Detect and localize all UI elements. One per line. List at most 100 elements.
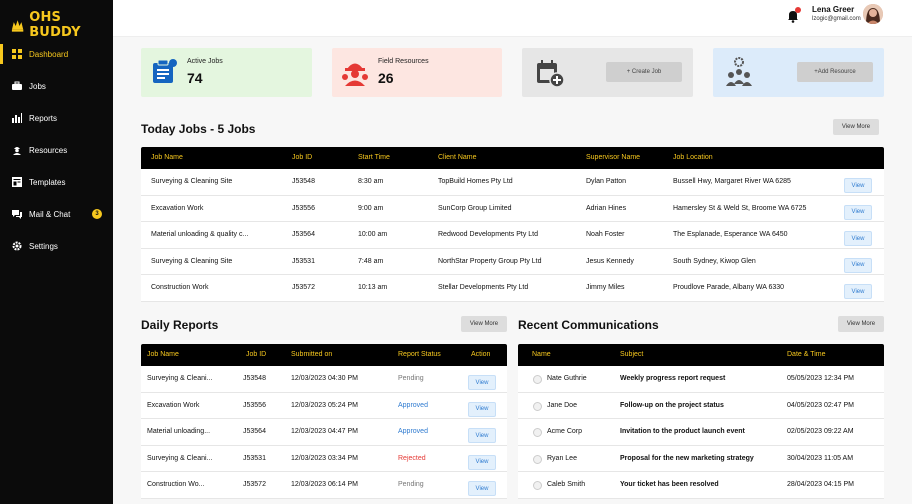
column-header: Submitted on — [291, 351, 333, 358]
table-cell: J53556 — [243, 401, 266, 409]
table-header: Job Name Job ID Start Time Client Name S… — [141, 147, 884, 169]
table-cell: Material unloading & quality c... — [151, 231, 249, 239]
sidebar-item-reports[interactable]: Reports — [0, 108, 113, 128]
table-header: Name Subject Date & Time — [518, 344, 884, 366]
table-row[interactable]: Ryan Lee Proposal for the new marketing s… — [518, 446, 884, 473]
table-row: Surveying & Cleani... J53548 12/03/2023 04… — [141, 366, 507, 393]
table-cell: Jesus Kennedy — [586, 257, 634, 265]
table-cell: J53548 — [243, 375, 266, 382]
table-cell: Material unloading... — [147, 428, 211, 436]
chat-icon — [11, 209, 22, 220]
table-cell: J53531 — [292, 257, 315, 265]
column-header: Job Name — [147, 351, 179, 358]
gear-icon — [11, 241, 22, 252]
table-cell: 04/05/2023 02:47 PM — [787, 401, 854, 409]
column-header: Job ID — [292, 154, 313, 161]
table-cell: J53572 — [243, 481, 266, 489]
person-icon — [533, 454, 542, 464]
table-cell: Nate Guthrie — [547, 375, 587, 382]
table-row[interactable]: Nate Guthrie Weekly progress report reque… — [518, 366, 884, 393]
user-email: lzogic@gmail.com — [812, 16, 861, 22]
today-jobs-view-more-button[interactable]: View More — [833, 119, 879, 135]
person-icon — [533, 401, 542, 411]
table-cell: Surveying & Cleaning Site — [151, 257, 233, 265]
person-icon — [533, 375, 542, 384]
view-job-button[interactable]: View — [844, 178, 872, 193]
table-cell: 8:30 am — [358, 178, 384, 185]
table-cell: Redwood Developments Pty Ltd — [438, 231, 538, 239]
grid-icon — [11, 49, 22, 60]
table-row: Material unloading... J53564 12/03/2023 04… — [141, 419, 507, 446]
sidebar-item-templates[interactable]: Templates — [0, 172, 113, 192]
table-cell: Caleb Smith — [547, 481, 586, 489]
view-report-button[interactable]: View — [468, 454, 496, 470]
sidebar-item-mail-chat[interactable]: Mail & Chat 3 — [0, 204, 113, 224]
table-cell: 10:13 am — [358, 284, 388, 292]
active-jobs-card[interactable]: Active Jobs 74 — [141, 48, 312, 97]
table-row[interactable]: Caleb Smith Your ticket has been resolved… — [518, 472, 884, 499]
sidebar-item-settings[interactable]: Settings — [0, 236, 113, 256]
table-row: Surveying & Cleaning Site J53548 8:30 am To… — [141, 169, 884, 196]
table-cell: South Sydney, Kiwop Glen — [673, 257, 756, 265]
column-header: Name — [532, 351, 551, 358]
table-cell: 02/05/2023 09:22 AM — [787, 428, 854, 436]
sidebar-item-label: Jobs — [29, 81, 46, 91]
daily-reports-view-more-button[interactable]: View More — [461, 316, 507, 332]
table-row: Construction Wo... J53572 12/03/2023 06:14… — [141, 472, 507, 499]
table-row[interactable]: Jane Doe Follow-up on the project status 0… — [518, 393, 884, 420]
sidebar-item-dashboard[interactable]: Dashboard — [0, 44, 113, 64]
field-resources-card[interactable]: Field Resources 26 — [332, 48, 502, 97]
table-cell: 9:00 am — [358, 204, 384, 212]
table-cell: Proudlove Parade, Albany WA 6330 — [673, 284, 785, 292]
table-cell: 12/03/2023 03:34 PM — [291, 454, 358, 462]
user-name: Lena Greer — [812, 5, 855, 14]
calendar-add-icon — [537, 60, 565, 88]
add-resource-card: +Add Resource — [713, 48, 884, 97]
table-row[interactable]: Acme Corp Invitation to the product launc… — [518, 419, 884, 446]
table-cell: 12/03/2023 05:24 PM — [291, 401, 358, 409]
view-job-button[interactable]: View — [844, 204, 872, 220]
column-header: Date & Time — [787, 351, 826, 358]
unread-badge: 3 — [92, 209, 102, 219]
bell-icon[interactable] — [786, 9, 800, 23]
create-job-button[interactable]: + Create Job — [606, 62, 682, 82]
add-resource-button[interactable]: +Add Resource — [797, 62, 873, 82]
table-cell: Invitation to the product launch event — [620, 428, 745, 436]
sidebar-item-jobs[interactable]: Jobs — [0, 76, 113, 96]
communications-title: Recent Communications — [518, 318, 659, 332]
briefcase-icon — [11, 81, 22, 92]
daily-reports-title: Daily Reports — [141, 318, 219, 332]
avatar[interactable] — [863, 4, 883, 24]
clipboard-icon — [153, 59, 177, 83]
view-report-button[interactable]: View — [468, 401, 496, 417]
sidebar-item-label: Reports — [29, 113, 58, 123]
table-cell: Adrian Hines — [586, 204, 627, 212]
status-text: Rejected — [398, 454, 426, 462]
table-row: Excavation Work J53556 12/03/2023 05:24 PM… — [141, 393, 507, 420]
logo-icon — [11, 20, 24, 32]
table-cell: J53556 — [292, 204, 315, 212]
app-logo[interactable]: OHS BUDDY — [10, 10, 113, 40]
table-cell: Acme Corp — [547, 428, 583, 436]
communications-view-more-button[interactable]: View More — [838, 316, 884, 332]
communications-table: Name Subject Date & Time Nate Guthrie Wee… — [518, 344, 884, 499]
field-resources-label: Field Resources — [378, 58, 429, 65]
table-row: Construction Work J53572 10:13 am Stellar D… — [141, 275, 884, 302]
table-cell: 12/03/2023 06:14 PM — [291, 481, 358, 489]
table-cell: 12/03/2023 04:47 PM — [291, 428, 358, 436]
view-job-button[interactable]: View — [844, 257, 872, 273]
table-cell: Surveying & Cleani... — [147, 454, 213, 462]
today-jobs-table: Job Name Job ID Start Time Client Name S… — [141, 147, 884, 302]
view-report-button[interactable]: View — [468, 375, 496, 390]
table-cell: Ryan Lee — [547, 454, 577, 462]
view-report-button[interactable]: View — [468, 428, 496, 444]
column-header: Supervisor Name — [586, 154, 641, 161]
view-job-button[interactable]: View — [844, 231, 872, 247]
table-cell: 7:48 am — [358, 257, 384, 265]
view-job-button[interactable]: View — [844, 284, 872, 300]
table-cell: 12/03/2023 04:30 PM — [291, 375, 358, 382]
view-report-button[interactable]: View — [468, 481, 496, 497]
column-header: Start Time — [358, 154, 390, 161]
template-icon — [11, 177, 22, 188]
sidebar-item-resources[interactable]: Resources — [0, 140, 113, 160]
